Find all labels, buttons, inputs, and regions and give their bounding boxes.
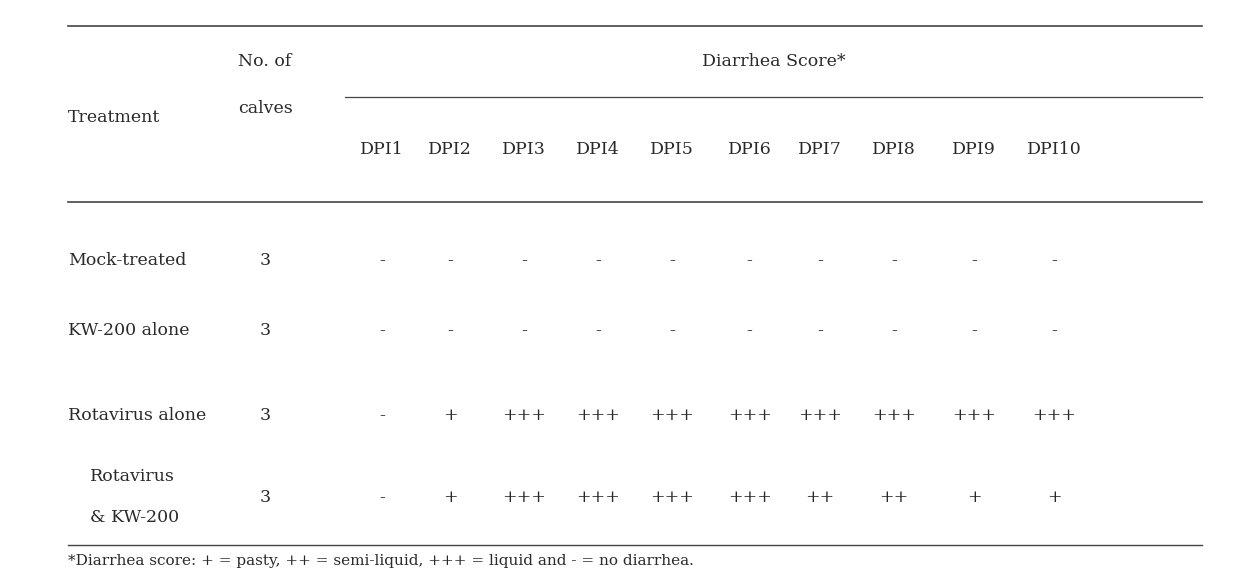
- Text: -: -: [522, 252, 526, 269]
- Text: -: -: [891, 252, 896, 269]
- Text: -: -: [747, 322, 752, 339]
- Text: -: -: [670, 252, 674, 269]
- Text: DPI5: DPI5: [650, 140, 694, 158]
- Text: -: -: [380, 488, 385, 506]
- Text: -: -: [522, 322, 526, 339]
- Text: -: -: [596, 322, 600, 339]
- Text: DPI4: DPI4: [576, 140, 620, 158]
- Text: DPI9: DPI9: [952, 140, 996, 158]
- Text: DPI6: DPI6: [727, 140, 772, 158]
- Text: -: -: [817, 252, 822, 269]
- Text: +++: +++: [727, 407, 772, 424]
- Text: -: -: [1052, 252, 1057, 269]
- Text: +++: +++: [727, 488, 772, 506]
- Text: -: -: [972, 252, 977, 269]
- Text: *Diarrhea score: + = pasty, ++ = semi-liquid, +++ = liquid and - = no diarrhea.: *Diarrhea score: + = pasty, ++ = semi-li…: [68, 554, 694, 568]
- Text: -: -: [448, 252, 453, 269]
- Text: +: +: [443, 488, 457, 506]
- Text: 3: 3: [259, 407, 271, 424]
- Text: Rotavirus alone: Rotavirus alone: [68, 407, 206, 424]
- Text: 3: 3: [259, 252, 271, 269]
- Text: KW-200 alone: KW-200 alone: [68, 322, 190, 339]
- Text: Rotavirus: Rotavirus: [90, 468, 175, 486]
- Text: +++: +++: [798, 407, 842, 424]
- Text: +: +: [967, 488, 981, 506]
- Text: +++: +++: [1032, 407, 1076, 424]
- Text: +++: +++: [576, 407, 620, 424]
- Text: -: -: [817, 322, 822, 339]
- Text: +++: +++: [650, 407, 694, 424]
- Text: -: -: [747, 252, 752, 269]
- Text: -: -: [670, 322, 674, 339]
- Text: DPI7: DPI7: [798, 140, 842, 158]
- Text: +: +: [1047, 488, 1062, 506]
- Text: -: -: [448, 322, 453, 339]
- Text: ++: ++: [879, 488, 909, 506]
- Text: Diarrhea Score*: Diarrhea Score*: [702, 53, 846, 70]
- Text: DPI3: DPI3: [502, 140, 546, 158]
- Text: DPI1: DPI1: [360, 140, 404, 158]
- Text: +++: +++: [872, 407, 916, 424]
- Text: DPI8: DPI8: [872, 140, 916, 158]
- Text: +: +: [443, 407, 457, 424]
- Text: & KW-200: & KW-200: [90, 509, 179, 526]
- Text: -: -: [380, 252, 385, 269]
- Text: -: -: [972, 322, 977, 339]
- Text: +++: +++: [502, 488, 546, 506]
- Text: -: -: [891, 322, 896, 339]
- Text: ++: ++: [805, 488, 835, 506]
- Text: -: -: [1052, 322, 1057, 339]
- Text: -: -: [380, 407, 385, 424]
- Text: 3: 3: [259, 488, 271, 506]
- Text: +++: +++: [952, 407, 996, 424]
- Text: DPI10: DPI10: [1027, 140, 1081, 158]
- Text: calves: calves: [238, 99, 292, 117]
- Text: -: -: [380, 322, 385, 339]
- Text: No. of: No. of: [238, 53, 292, 70]
- Text: -: -: [596, 252, 600, 269]
- Text: Mock-treated: Mock-treated: [68, 252, 186, 269]
- Text: DPI2: DPI2: [428, 140, 472, 158]
- Text: Treatment: Treatment: [68, 108, 160, 126]
- Text: +++: +++: [576, 488, 620, 506]
- Text: +++: +++: [650, 488, 694, 506]
- Text: +++: +++: [502, 407, 546, 424]
- Text: 3: 3: [259, 322, 271, 339]
